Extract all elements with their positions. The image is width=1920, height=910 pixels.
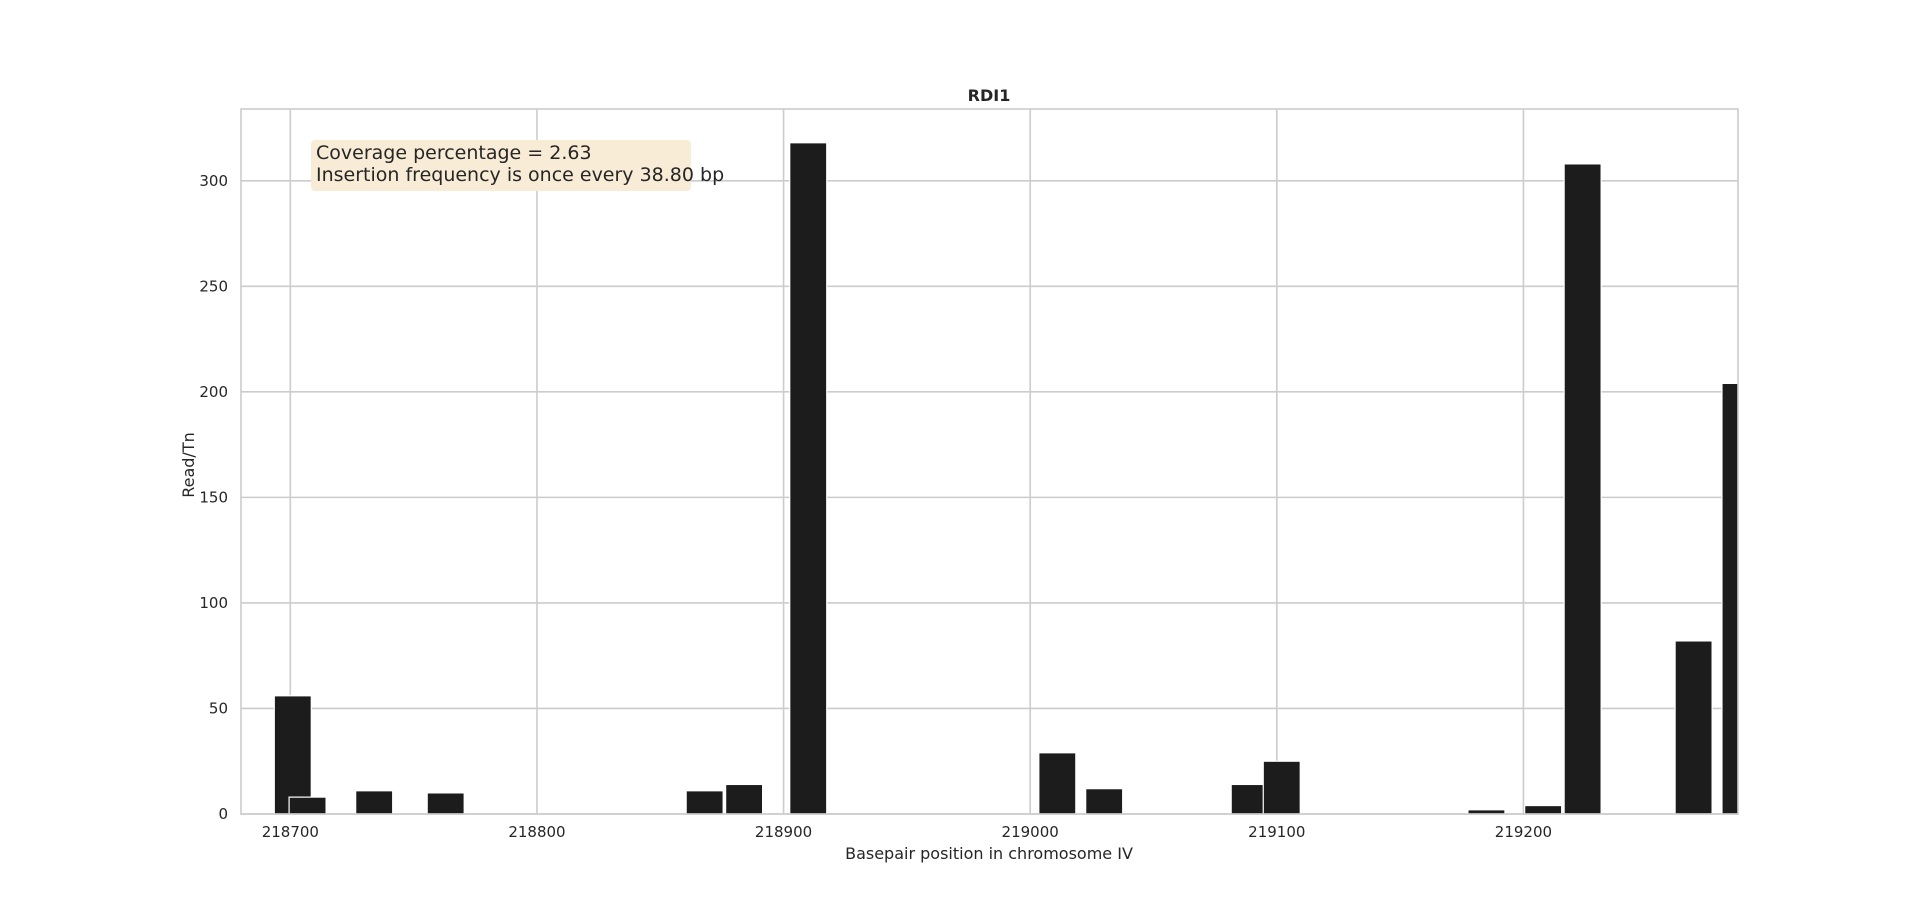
insertion-frequency-text: Insertion frequency is once every 38.80 … [316, 164, 724, 186]
y-tick-label-6: 300 [199, 172, 228, 190]
bar-219089 [1231, 784, 1268, 814]
y-tick-label-4: 200 [199, 383, 228, 401]
y-tick-label-5: 250 [199, 277, 228, 295]
x-tick-label-0: 218700 [262, 823, 319, 841]
chart-title: RDI1 [968, 86, 1011, 105]
bar-219030 [1086, 789, 1123, 814]
x-tick-label-3: 219000 [1002, 823, 1059, 841]
bar-219269 [1675, 641, 1712, 814]
bar-218734 [356, 791, 393, 814]
bar-218910 [790, 143, 827, 814]
bar-219224 [1564, 164, 1601, 814]
bar-219208 [1525, 806, 1562, 814]
y-tick-label-0: 0 [218, 805, 228, 823]
coverage-annotation-box: Coverage percentage = 2.63 Insertion fre… [311, 140, 724, 191]
x-axis-label: Basepair position in chromosome IV [845, 844, 1133, 863]
bar-219011 [1039, 753, 1076, 814]
x-tick-label-5: 219200 [1495, 823, 1552, 841]
x-tick-label-1: 218800 [508, 823, 565, 841]
x-tick-label-4: 219100 [1248, 823, 1305, 841]
y-tick-label-1: 50 [209, 699, 228, 717]
bar-218884 [726, 784, 763, 814]
bar-219102 [1263, 761, 1300, 814]
bar-218868 [686, 791, 723, 814]
bar-218763 [427, 793, 464, 814]
coverage-percentage-text: Coverage percentage = 2.63 [316, 142, 592, 164]
bar-218707 [289, 797, 326, 814]
y-tick-label-3: 150 [199, 488, 228, 506]
y-tick-label-2: 100 [199, 594, 228, 612]
y-axis-label: Read/Tn [179, 432, 198, 498]
bar-218701 [274, 696, 311, 814]
x-tick-label-2: 218900 [755, 823, 812, 841]
